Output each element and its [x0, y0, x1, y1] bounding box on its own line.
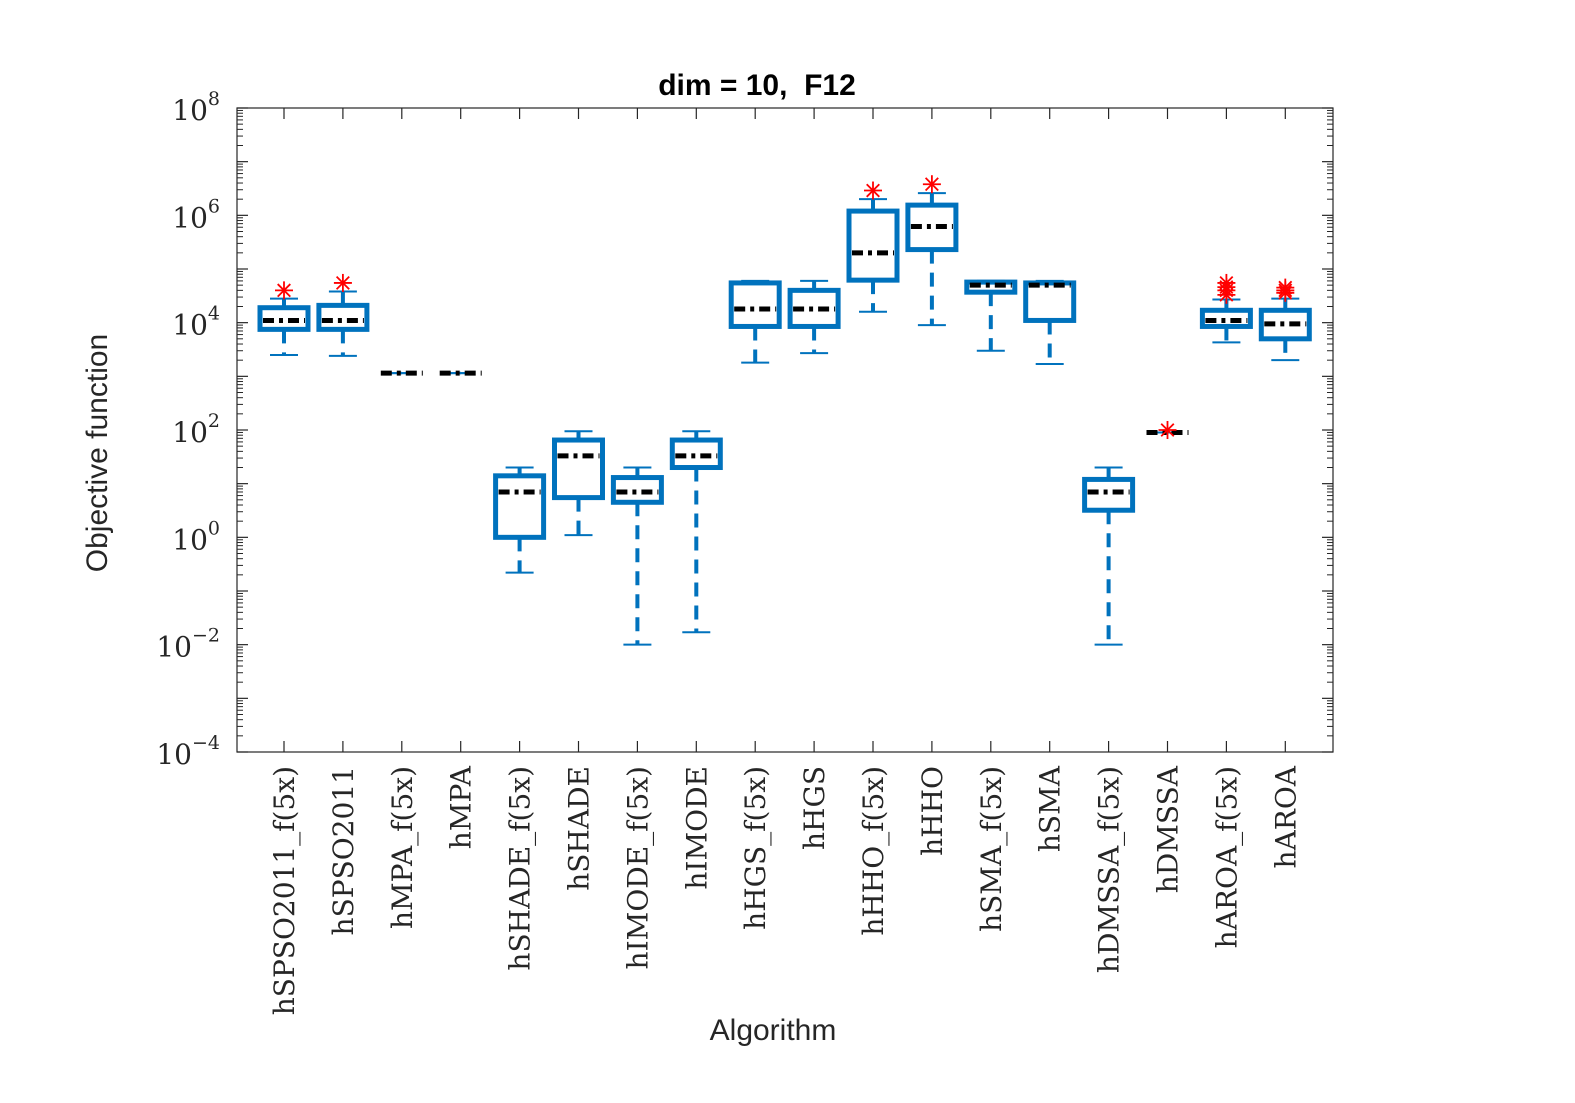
x-tick-label: hAROA_f(5x) — [1210, 766, 1243, 948]
x-axis-label: Algorithm — [710, 1014, 837, 1047]
box-iqr — [257, 305, 311, 332]
y-tick-label: 106 — [172, 195, 220, 234]
chart-title: dim = 10, F12 — [658, 69, 856, 102]
x-tick-label: hHHO_f(5x) — [857, 766, 890, 936]
y-axis-label: Objective function — [81, 334, 114, 572]
box-iqr — [1023, 280, 1077, 323]
outlier-stroke — [1160, 423, 1175, 437]
x-tick-label: hSHADE — [563, 766, 596, 891]
box-iqr — [787, 287, 841, 329]
x-tick-label: hIMODE_f(5x) — [621, 766, 654, 969]
outlier-marker — [922, 175, 941, 194]
outlier-stroke — [277, 283, 291, 298]
outlier-marker — [1276, 278, 1295, 297]
x-tick-label: hSMA_f(5x) — [975, 766, 1008, 932]
x-tick-label: hSPSO2011 — [327, 766, 360, 935]
outlier-stroke — [866, 183, 880, 198]
box-iqr — [316, 302, 370, 332]
outlier-stroke — [924, 177, 939, 192]
box-iqr — [1258, 307, 1312, 342]
outlier-marker — [275, 281, 293, 300]
x-tick-label: hHHO — [916, 766, 949, 856]
outlier-marker — [1217, 273, 1236, 292]
box-iqr — [1082, 476, 1136, 513]
outlier-stroke — [1278, 280, 1293, 295]
box-iqr — [905, 202, 959, 253]
x-tick-label: hMPA — [445, 765, 478, 849]
x-tick-label: hHGS_f(5x) — [739, 766, 772, 930]
box-iqr — [493, 473, 547, 540]
box-iqr — [846, 208, 900, 283]
x-tick-label: hIMODE — [680, 766, 713, 890]
x-tick-label: hDMSSA_f(5x) — [1093, 766, 1126, 973]
box-iqr — [669, 437, 723, 471]
x-tick-label: hSHADE_f(5x) — [504, 766, 537, 971]
box-iqr — [552, 437, 605, 501]
x-tick-label: hAROA — [1269, 765, 1302, 868]
x-tick-label: hDMSSA — [1152, 765, 1185, 893]
y-tick-label: 10−2 — [156, 625, 220, 664]
x-tick-label: hSMA — [1034, 765, 1067, 852]
box-iqr — [1199, 307, 1253, 329]
outlier-marker — [864, 181, 882, 200]
outlier-marker — [333, 273, 352, 292]
x-tick-label: hHGS — [798, 766, 831, 850]
box-iqr — [728, 280, 782, 329]
outlier-stroke — [335, 275, 350, 290]
outlier-stroke — [1219, 275, 1234, 290]
box-iqr — [610, 475, 664, 505]
box-iqr — [964, 279, 1018, 295]
x-tick-label: hSPSO2011_f(5x) — [268, 766, 301, 1015]
x-tick-label: hMPA_f(5x) — [386, 766, 419, 929]
outlier-marker — [1158, 421, 1177, 439]
